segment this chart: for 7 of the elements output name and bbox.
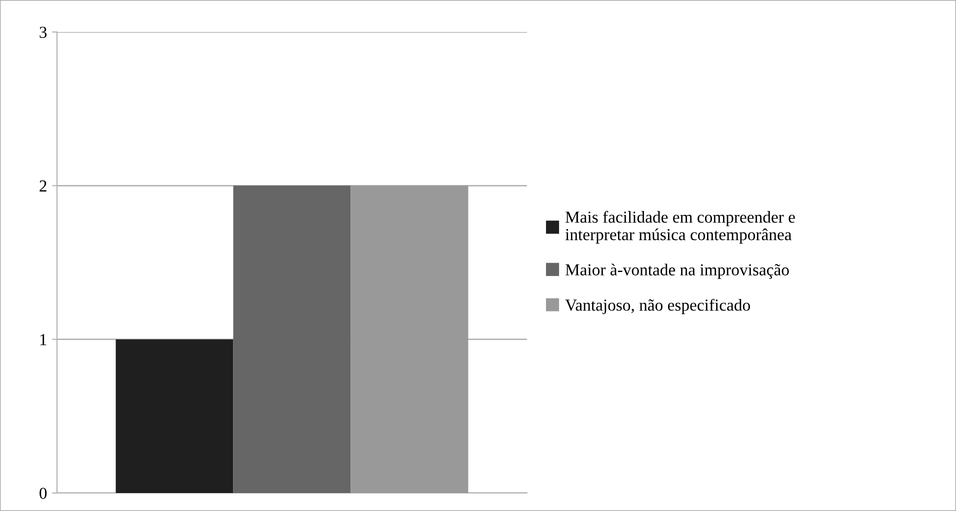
legend-label: Mais facilidade em compreender e interpretar música contemporânea [565,210,795,244]
y-tick-label: 3 [40,26,47,38]
legend-label: Vantajoso, não especificado [565,298,750,314]
y-tick-label: 0 [40,488,47,499]
y-tick-label: 2 [40,180,46,192]
legend-label: Maior à-vontade na improvisação [566,264,789,279]
y-tick-label: 1 [40,334,46,346]
